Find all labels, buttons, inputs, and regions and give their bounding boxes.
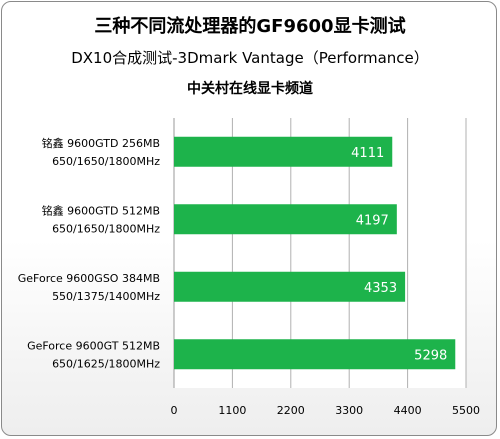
x-tick-label: 3300 [335,404,363,417]
bar [174,204,397,235]
x-tick-label: 5500 [452,404,480,417]
data-label: 4197 [356,213,389,228]
bar [174,339,456,370]
chart-title: 三种不同流处理器的GF9600显卡测试 [94,16,406,37]
x-tick-label: 0 [171,404,178,417]
category-label: GeForce 9600GT 512MB [27,339,160,352]
category-label: GeForce 9600GSO 384MB [18,272,160,285]
x-tick-label: 4400 [394,404,422,417]
data-label: 5298 [414,348,447,363]
category-sublabel: 650/1650/1800MHz [52,222,160,235]
chart-subtitle: DX10合成测试-3Dmark Vantage（Performance） [71,49,429,67]
data-label: 4111 [351,146,384,161]
category-label: 铭鑫 9600GTD 512MB [42,203,160,217]
data-label: 4353 [364,281,397,296]
chart-source: 中关村在线显卡频道 [187,81,313,97]
x-tick-label: 1100 [218,404,246,417]
category-label: 铭鑫 9600GTD 256MB [42,136,160,150]
category-sublabel: 650/1625/1800MHz [52,357,160,370]
category-sublabel: 650/1650/1800MHz [52,155,160,168]
x-tick-label: 2200 [277,404,305,417]
bar [174,271,406,302]
bar [174,136,393,167]
category-sublabel: 550/1375/1400MHz [52,290,160,303]
